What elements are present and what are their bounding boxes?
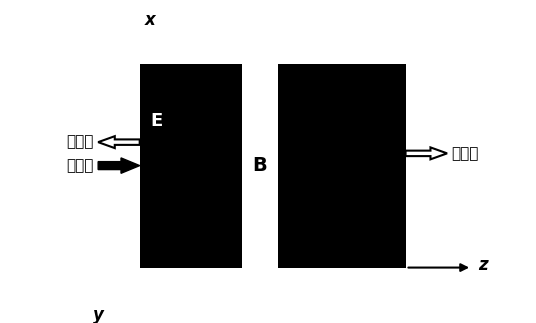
Text: y: y (93, 306, 103, 323)
Bar (242, 64, 278, 267)
Text: x: x (145, 11, 155, 29)
Bar (140, 64, 406, 267)
Text: z: z (478, 256, 488, 274)
Polygon shape (98, 158, 140, 173)
Polygon shape (98, 136, 140, 148)
Text: 出射光: 出射光 (451, 146, 479, 161)
Text: E: E (150, 112, 162, 130)
Text: 入射光: 入射光 (66, 158, 94, 173)
Text: B: B (252, 156, 267, 175)
Polygon shape (406, 147, 447, 159)
Text: 反射光: 反射光 (66, 135, 94, 150)
